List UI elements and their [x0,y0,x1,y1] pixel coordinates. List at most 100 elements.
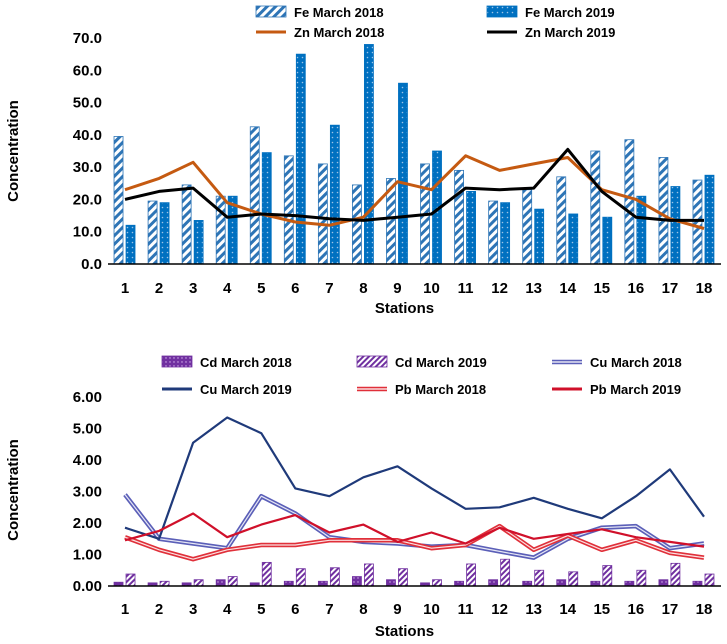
bar [329,124,340,265]
bar [159,202,170,265]
bar [466,563,476,587]
x-axis-title: Stations [375,623,434,639]
bar [113,136,124,265]
x-tick-label: 1 [121,280,129,297]
legend-swatch [161,355,193,368]
bar [193,579,204,587]
bar [295,568,306,587]
x-tick-label: 6 [291,280,299,297]
y-tick-label: 4.00 [73,452,102,469]
x-tick-label: 18 [696,601,713,618]
legend-swatch [356,355,388,368]
y-axis-title: Concentration [5,439,22,541]
bar [215,195,226,265]
bar [147,200,158,265]
bar [658,579,669,587]
bar [125,573,136,587]
x-tick-label: 1 [121,601,129,618]
bar [125,224,136,265]
x-tick-label: 12 [491,601,508,618]
x-tick-label: 16 [628,280,645,297]
legend-label: Cu March 2018 [590,355,682,370]
bar [522,189,533,265]
y-tick-label: 5.00 [73,421,102,438]
x-tick-label: 8 [359,280,367,297]
bar [193,220,204,265]
x-tick-label: 10 [423,280,440,297]
y-tick-label: 30.0 [73,159,102,176]
y-tick-label: 1.00 [73,547,102,564]
legend-label: Fe March 2019 [525,5,615,20]
bar [704,573,715,587]
series-line-highlight [124,525,705,560]
y-tick-label: 70.0 [73,30,102,47]
y-tick-label: 2.00 [73,515,102,532]
bar [602,565,613,587]
x-tick-label: 10 [423,601,440,618]
bar [704,174,715,265]
x-tick-label: 12 [491,280,508,297]
bar [364,44,374,265]
x-tick-label: 2 [155,280,163,297]
bar [432,579,442,587]
legend-label: Zn March 2019 [525,25,615,40]
x-tick-label: 16 [628,601,645,618]
x-tick-label: 17 [662,601,679,618]
legend-label: Cd March 2019 [395,355,487,370]
y-tick-label: 10.0 [73,224,102,241]
bar [692,179,703,265]
y-tick-label: 0.00 [73,578,102,595]
legend-label: Pb March 2018 [395,382,486,397]
bar [295,53,306,265]
bar [556,579,567,587]
bar [500,558,511,587]
bar [602,216,613,265]
bar [590,150,601,265]
bar [181,184,192,265]
x-tick-label: 3 [189,280,197,297]
series-line [124,416,705,540]
y-tick-label: 0.0 [81,256,102,273]
y-tick-label: 3.00 [73,484,102,501]
x-tick-label: 9 [393,601,401,618]
bar [658,157,669,265]
legend-swatch [486,5,518,18]
x-tick-label: 15 [593,601,610,618]
x-tick-label: 2 [155,601,163,618]
x-tick-label: 13 [525,601,542,618]
x-tick-label: 9 [393,280,401,297]
bar [329,567,340,587]
x-tick-label: 5 [257,601,265,618]
bar [534,208,545,265]
bar [352,576,362,587]
bar [386,579,396,587]
legend-label: Pb March 2019 [590,382,681,397]
bar [398,82,408,265]
bar [636,195,647,265]
series-line [124,512,705,548]
bar [398,568,408,587]
bar [556,176,567,265]
x-tick-label: 18 [696,280,713,297]
bar [261,152,272,265]
bar [636,569,647,587]
x-tick-label: 8 [359,601,367,618]
bar [624,139,635,265]
bar [568,213,579,265]
x-axis-title: Stations [375,300,434,317]
x-tick-label: 13 [525,280,542,297]
x-tick-label: 14 [559,280,576,297]
y-tick-label: 40.0 [73,127,102,144]
x-tick-label: 3 [189,601,197,618]
x-tick-label: 11 [458,280,474,297]
legend-label: Fe March 2018 [294,5,384,20]
x-tick-label: 15 [593,280,610,297]
legend-label: Cu March 2019 [200,382,292,397]
x-tick-label: 4 [223,601,232,618]
bar [352,184,362,265]
bar [261,561,272,587]
chart-iron-zinc: 0.010.020.030.040.050.060.070.01 2 3 4 5 6 7 8 9… [5,5,721,317]
bar [454,169,464,265]
bar [317,163,328,265]
